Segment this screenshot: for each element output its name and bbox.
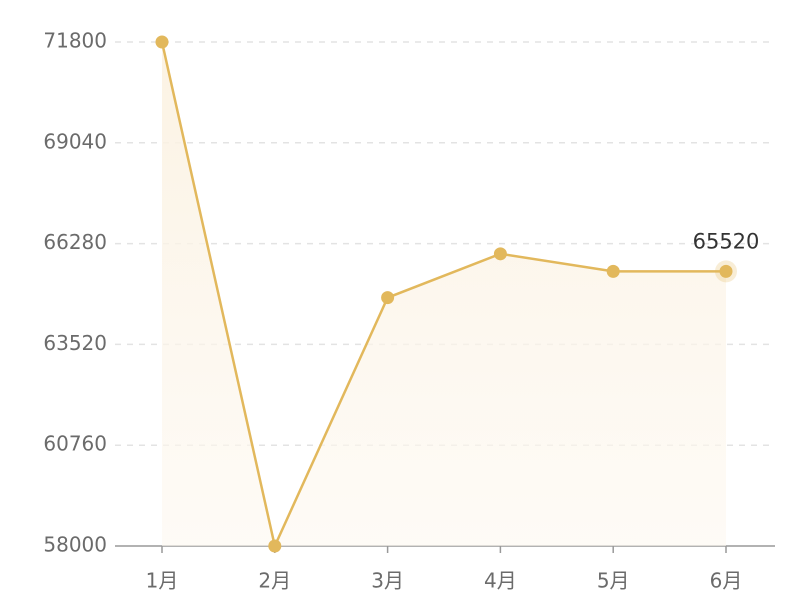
x-tick-label: 2月 — [258, 569, 291, 593]
y-tick-label: 60760 — [43, 432, 107, 456]
area — [162, 42, 726, 546]
x-tick-label: 4月 — [484, 569, 517, 593]
value-label: 65520 — [693, 229, 760, 253]
y-tick-label: 63520 — [43, 331, 107, 355]
y-tick-label: 69040 — [43, 129, 107, 153]
x-tick-label: 1月 — [146, 569, 179, 593]
y-tick-label: 71800 — [43, 29, 107, 53]
point — [493, 247, 507, 261]
x-tick-label: 6月 — [710, 569, 743, 593]
y-tick-label: 66280 — [43, 230, 107, 254]
point — [606, 264, 620, 278]
point — [155, 35, 169, 49]
x-tick-label: 5月 — [597, 569, 630, 593]
point — [719, 264, 733, 278]
y-tick-label: 58000 — [43, 533, 107, 557]
point — [381, 291, 395, 305]
x-tick-label: 3月 — [371, 569, 404, 593]
line — [160, 41, 726, 550]
point — [268, 539, 282, 553]
